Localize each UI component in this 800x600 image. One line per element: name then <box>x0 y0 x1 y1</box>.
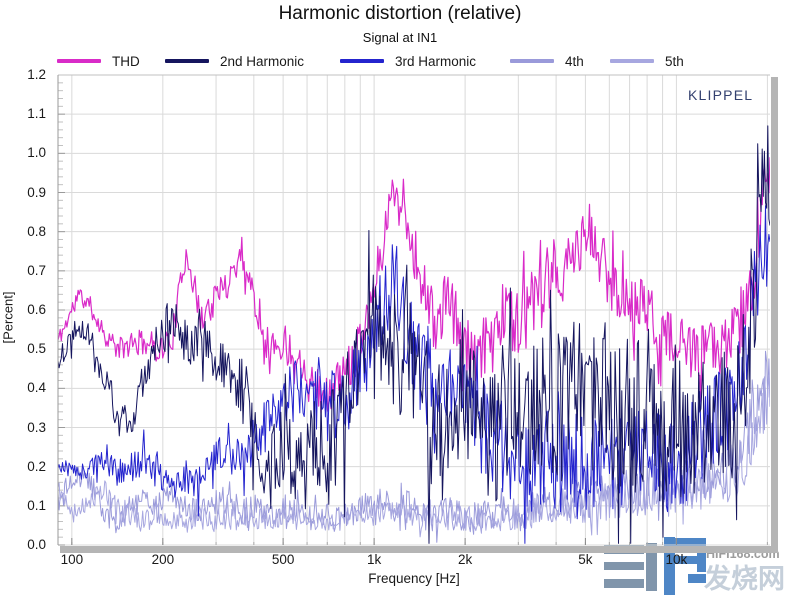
y-tick-0.3: 0.3 <box>27 419 46 435</box>
series-line-2nd-harmonic <box>58 125 770 544</box>
legend-label-h5: 5th <box>665 53 684 69</box>
legend-item-h5: 5th <box>610 52 684 70</box>
legend-label-h2: 2nd Harmonic <box>220 53 305 69</box>
x-tick-100: 100 <box>60 552 84 567</box>
series-curves <box>58 125 770 544</box>
legend-item-thd: THD <box>57 52 140 70</box>
legend-swatch-h5 <box>610 59 654 63</box>
y-tick-0.8: 0.8 <box>27 223 46 239</box>
legend-item-h3: 3rd Harmonic <box>340 52 476 70</box>
legend-item-h4: 4th <box>510 52 584 70</box>
legend-label-h3: 3rd Harmonic <box>395 53 477 69</box>
axis-ticks <box>58 74 768 546</box>
y-tick-1.1: 1.1 <box>27 106 46 122</box>
y-tick-0.2: 0.2 <box>27 458 46 474</box>
x-tick-500: 500 <box>271 552 295 567</box>
x-tick-10k: 10k <box>665 552 688 567</box>
series-line-4th <box>58 350 770 543</box>
chart-title: Harmonic distortion (relative) <box>278 3 522 24</box>
y-tick-0.6: 0.6 <box>27 302 46 317</box>
y-tick-0.9: 0.9 <box>27 184 46 200</box>
legend-swatch-h3 <box>340 59 384 63</box>
y-tick-0.5: 0.5 <box>27 341 46 357</box>
legend-item-h2: 2nd Harmonic <box>165 52 304 70</box>
legend-swatch-h4 <box>510 59 554 63</box>
y-tick-1.0: 1.0 <box>27 145 46 161</box>
x-tick-200: 200 <box>151 552 175 567</box>
chart-subtitle: Signal at IN1 <box>362 30 438 45</box>
y-tick-1.2: 1.2 <box>27 67 46 82</box>
legend-label-thd: THD <box>112 53 140 69</box>
y-tick-0.4: 0.4 <box>27 380 46 396</box>
legend-swatch-h2 <box>165 59 209 63</box>
y-tick-0.7: 0.7 <box>27 262 46 278</box>
klippel-brand-label: KLIPPEL <box>688 87 754 103</box>
x-tick-1k: 1k <box>366 552 382 567</box>
x-axis-title: Frequency [Hz] <box>368 571 460 586</box>
legend-label-h4: 4th <box>565 53 584 69</box>
series-line-5th <box>58 374 770 538</box>
plot-frame <box>57 74 778 553</box>
y-tick-0.0: 0.0 <box>27 537 46 552</box>
x-tick-2k: 2k <box>457 552 473 567</box>
watermark-cn-text: 发烧网 <box>704 564 785 594</box>
x-tick-5k: 5k <box>578 552 593 567</box>
chart-legend: THD 2nd Harmonic 3rd Harmonic 4th 5th <box>0 52 800 70</box>
hifi168-watermark: HIFI168.com 发烧网 <box>598 534 798 598</box>
y-tick-0.1: 0.1 <box>27 497 46 513</box>
legend-swatch-thd <box>57 59 101 63</box>
